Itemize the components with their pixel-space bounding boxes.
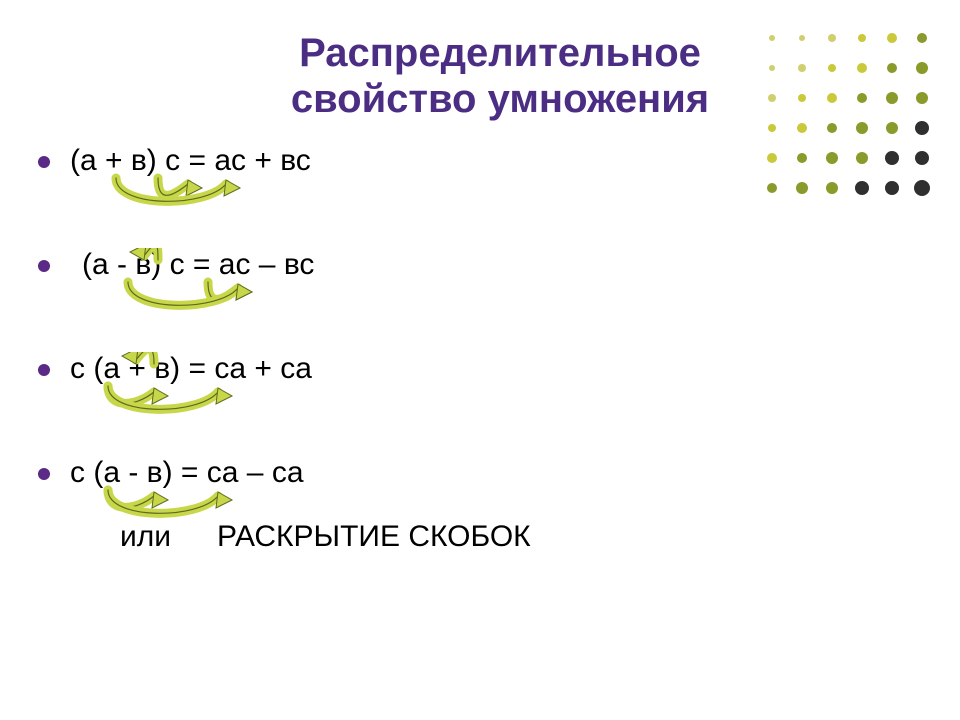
list-item: (а + в) с = ас + вс xyxy=(40,144,920,178)
footer-phrase: РАСКРЫТИЕ СКОБОК xyxy=(217,520,531,553)
bullet-icon xyxy=(38,364,50,376)
corner-dot-grid-icon xyxy=(752,18,942,208)
formula-text: с (а - в) = са – са xyxy=(70,456,304,490)
title-line-2: свойство умножения xyxy=(291,77,709,121)
slide: Распределительное свойство умножения (а … xyxy=(0,0,960,720)
title-line-1: Распределительное xyxy=(299,31,701,75)
formula-text: (а - в) с = ас – вс xyxy=(82,248,314,282)
formula-text: с (а + в) = са + са xyxy=(70,352,312,386)
footer-word-or: или xyxy=(120,520,171,553)
bullet-icon xyxy=(38,156,50,168)
list-item: (а - в) с = ас – вс xyxy=(40,248,920,282)
footer-line: или РАСКРЫТИЕ СКОБОК xyxy=(120,520,920,554)
formula-text: (а + в) с = ас + вс xyxy=(70,144,311,178)
list-item: с (а + в) = са + са xyxy=(40,352,920,386)
page-title: Распределительное свойство умножения xyxy=(180,30,820,122)
list-item: с (а - в) = са – са xyxy=(40,456,920,490)
bullet-icon xyxy=(38,468,50,480)
bullet-icon xyxy=(38,260,50,272)
